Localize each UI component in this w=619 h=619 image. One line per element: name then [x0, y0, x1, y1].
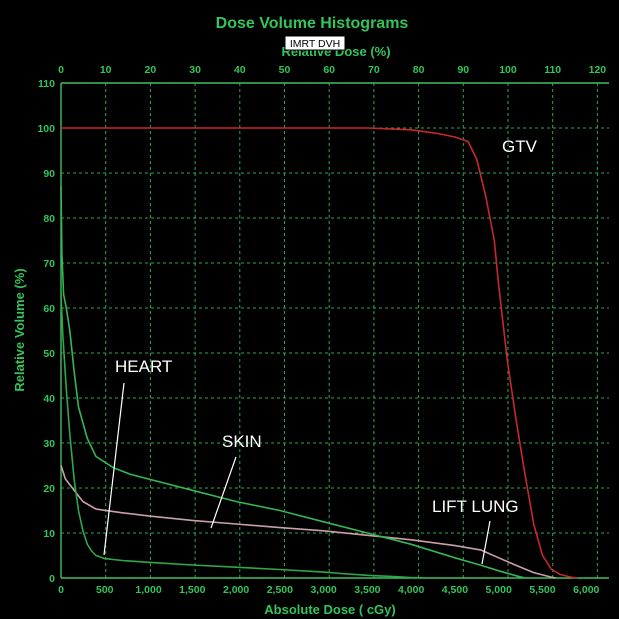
y-tick-label: 100: [37, 123, 55, 135]
series-line-lift-lung: [60, 186, 526, 579]
top-tick-label: 70: [368, 64, 380, 76]
y-tick-label: 90: [43, 168, 55, 180]
y-tick-label: 50: [43, 348, 55, 360]
annotation-label-gtv: GTV: [502, 137, 538, 156]
chart-title: Dose Volume Histograms: [216, 15, 409, 32]
y-tick-label: 70: [43, 258, 55, 270]
x-axis-label: Absolute Dose ( cGy): [264, 602, 395, 617]
y-tick-label: 0: [49, 573, 55, 585]
y-tick-label: 110: [38, 78, 55, 90]
text-layer: Dose Volume Histograms Relative Dose (%)…: [12, 15, 606, 617]
annotation-leader-heart: [103, 382, 125, 556]
top-tick-label: 90: [457, 64, 469, 76]
bottom-tick-label: 5,500: [529, 584, 555, 596]
series-line-gtv: [61, 127, 578, 579]
top-tick-label: 120: [589, 64, 607, 76]
series-line-heart: [60, 294, 429, 579]
annotation-leader-skin: [210, 456, 237, 529]
top-tick-label: 60: [323, 64, 335, 76]
top-tick-label: 80: [413, 64, 425, 76]
series-line-skin: [60, 465, 556, 579]
annotation-label-lift-lung: LIFT LUNG: [432, 497, 519, 516]
top-tick-label: 20: [145, 64, 157, 76]
y-tick-label: 40: [43, 393, 55, 405]
grid-layer: [61, 82, 609, 578]
bottom-tick-label: 5,000: [486, 584, 512, 596]
y-axis-label: Relative Volume (%): [12, 268, 27, 391]
annotation-label-skin: SKIN: [222, 432, 262, 451]
top-tick-label: 100: [499, 64, 517, 76]
bottom-tick-label: 4,500: [442, 584, 468, 596]
top-tick-label: 10: [100, 64, 112, 76]
bottom-tick-label: 2,000: [223, 584, 249, 596]
bottom-tick-label: 3,000: [310, 584, 336, 596]
top-tick-label: 50: [279, 64, 291, 76]
bottom-tick-label: 4,000: [398, 584, 424, 596]
top-tick-label: 0: [58, 64, 64, 76]
y-tick-label: 60: [43, 303, 55, 315]
top-tick-label: 30: [189, 64, 201, 76]
y-tick-label: 80: [43, 213, 55, 225]
y-tick-label: 20: [43, 483, 55, 495]
badge-background: [284, 35, 346, 51]
top-tick-label: 40: [234, 64, 246, 76]
bottom-tick-label: 1,000: [135, 584, 161, 596]
annotation-label-heart: HEART: [115, 357, 172, 376]
y-tick-label: 30: [43, 438, 55, 450]
top-tick-label: 110: [544, 64, 561, 76]
bottom-tick-label: 2,500: [267, 584, 293, 596]
bottom-tick-label: 6,000: [573, 584, 599, 596]
y-tick-label: 10: [43, 528, 55, 540]
series-layer: [60, 127, 578, 579]
badge-label: IMRT DVH: [290, 38, 340, 50]
bottom-tick-label: 0: [58, 584, 64, 596]
bottom-tick-label: 1,500: [179, 584, 205, 596]
bottom-tick-label: 3,500: [354, 584, 380, 596]
annotation-leader-lift-lung: [481, 520, 491, 565]
axes-layer: [60, 82, 609, 579]
annotation-layer: GTV HEART SKIN LIFT LUNG: [103, 137, 538, 565]
bottom-tick-label: 500: [96, 584, 114, 596]
